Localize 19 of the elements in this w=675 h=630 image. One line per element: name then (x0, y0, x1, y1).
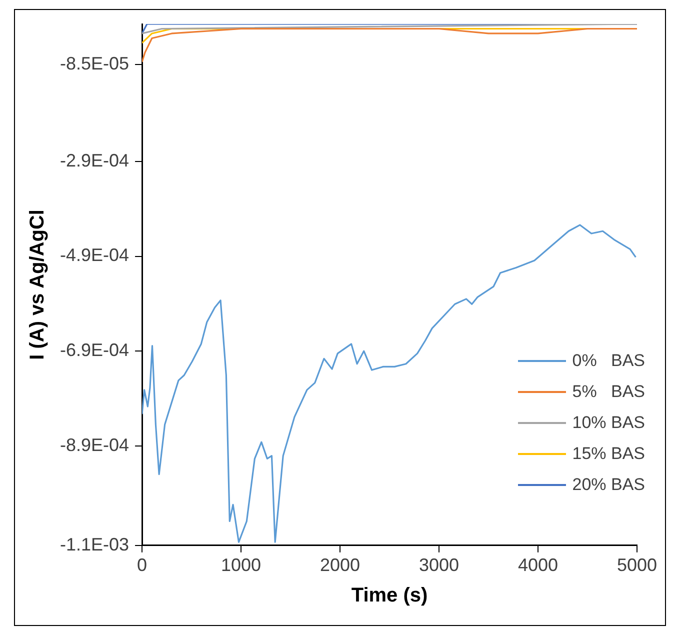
legend-label: 0% BAS (572, 350, 645, 370)
y-tick-label: -8.9E-04 (60, 434, 130, 455)
y-axis-title: I (A) vs Ag/AgCl (26, 210, 49, 360)
x-tick-label: 0 (137, 555, 148, 576)
y-tick-label: -4.9E-04 (60, 245, 130, 266)
legend-label: 15% BAS (572, 444, 645, 464)
y-tick-label: -2.9E-04 (60, 150, 130, 170)
x-tick-label: 3000 (418, 555, 460, 576)
legend-label: 5% BAS (572, 382, 645, 402)
y-tick-label: -6.9E-04 (60, 340, 130, 360)
y-tick-label: -8.5E-05 (60, 53, 130, 74)
legend-label: 10% BAS (572, 412, 645, 432)
y-tick-label: -1.1E-03 (60, 534, 130, 554)
x-tick-label: 1000 (221, 555, 262, 576)
legend-label: 20% BAS (572, 474, 645, 494)
x-tick-label: 2000 (320, 555, 360, 576)
x-tick-label: 5000 (616, 555, 658, 576)
x-axis-title: Time (s) (351, 584, 428, 607)
x-tick-label: 4000 (518, 555, 558, 576)
